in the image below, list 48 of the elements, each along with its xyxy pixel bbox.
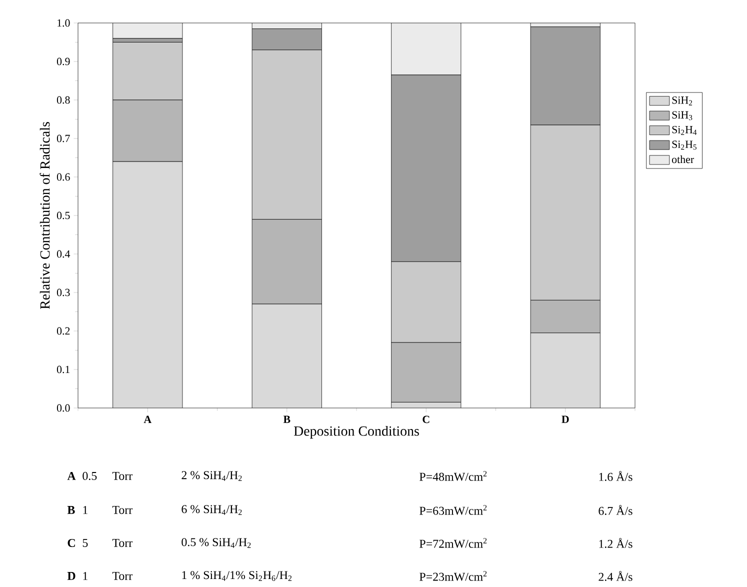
- y-tick-label: 0.6: [56, 173, 70, 181]
- text: P=48mW/cm$^{2}$: [420, 471, 487, 481]
- y-tick-label: 0.5: [56, 212, 70, 220]
- x-axis-title: Deposition Conditions: [294, 426, 419, 439]
- text: 1: [83, 572, 88, 580]
- y-tick-label: 0.1: [56, 366, 70, 374]
- text: B: [67, 506, 75, 514]
- text: 1.2 Å/s: [599, 538, 632, 548]
- text: 1.6 Å/s: [599, 471, 632, 481]
- text: P=23mW/cm$^{2}$: [420, 571, 487, 581]
- legend-label: SiH$_{3}$: [672, 111, 692, 120]
- text: 0.5 % SiH$_{4}$/H$_{2}$: [182, 538, 251, 548]
- x-tick-label: D: [562, 416, 569, 423]
- legend-label: SiH$_{2}$: [672, 96, 692, 106]
- text: 2.4 Å/s: [598, 571, 632, 581]
- text: Torr: [112, 506, 133, 514]
- y-tick-label: 0.3: [56, 288, 70, 296]
- text: D: [67, 572, 76, 580]
- y-tick-label: 0.9: [56, 58, 70, 66]
- text: P=72mW/cm$^{2}$: [420, 538, 487, 548]
- text: 5: [82, 539, 88, 547]
- text: 6.7 Å/s: [598, 505, 632, 515]
- text: P=63mW/cm$^{2}$: [420, 505, 487, 515]
- y-tick-label: 0.0: [56, 404, 70, 412]
- x-tick-label: A: [144, 416, 152, 423]
- text: A: [67, 472, 76, 480]
- y-tick-label: 1.0: [58, 19, 70, 27]
- y-tick-label: 0.4: [56, 250, 70, 258]
- text: 1: [83, 506, 88, 514]
- text: 6 % SiH$_{4}$/H$_{2}$: [182, 505, 242, 515]
- text: Torr: [112, 472, 133, 480]
- y-tick-label: 0.7: [56, 134, 70, 142]
- bar: [112, 22, 183, 39]
- text: 2 % SiH$_{4}$/H$_{2}$: [182, 471, 242, 481]
- legend-label: Si$_{2}$H$_{4}$: [672, 126, 697, 135]
- x-tick-label: B: [283, 416, 290, 423]
- text: Torr: [112, 539, 133, 547]
- bar: [391, 22, 462, 76]
- text: Torr: [112, 572, 133, 580]
- y-tick-label: 0.8: [56, 96, 70, 104]
- legend-label: other: [672, 155, 694, 164]
- legend-label: Si$_{2}$H$_{5}$: [672, 140, 696, 150]
- y-axis-title: Relative Contribution of Radicals: [40, 122, 50, 310]
- text: 1 % SiH$_{4}$/1% Si$_{2}$H$_{6}$/H$_{2}$: [182, 571, 292, 581]
- text: C: [68, 538, 75, 547]
- x-tick-label: C: [422, 416, 430, 424]
- text: 0.5: [82, 472, 97, 480]
- y-tick-label: 0.2: [56, 327, 70, 335]
